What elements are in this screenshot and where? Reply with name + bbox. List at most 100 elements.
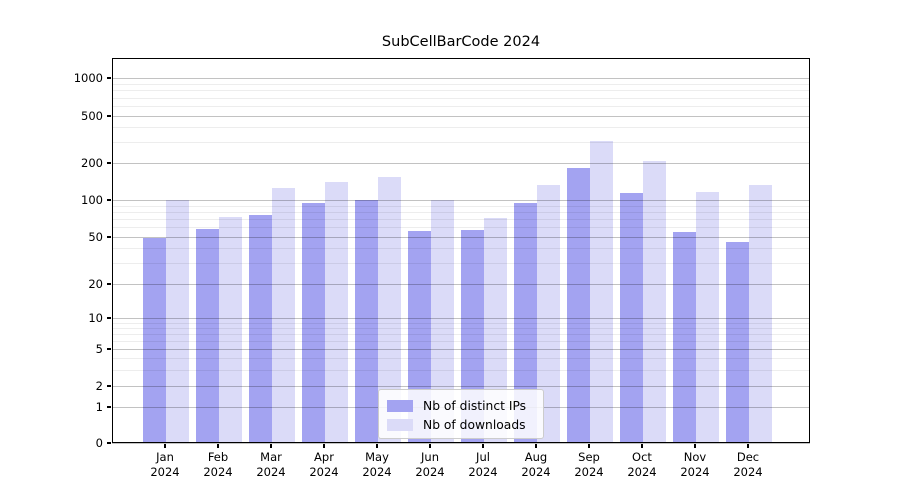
- minor-gridline: [112, 219, 810, 220]
- major-gridline: [112, 163, 810, 164]
- x-tick-month: Aug: [524, 450, 548, 464]
- x-tick-month: Nov: [683, 450, 707, 464]
- x-axis-tick-label: Apr 2024: [292, 450, 356, 480]
- x-tick-mark: [694, 444, 696, 448]
- x-tick-mark: [217, 444, 219, 448]
- major-gridline: [112, 318, 810, 319]
- x-tick-mark: [535, 444, 537, 448]
- minor-gridline: [112, 211, 810, 213]
- x-tick-month: Jul: [476, 450, 490, 464]
- x-tick-month: Oct: [632, 450, 652, 464]
- y-tick-mark: [107, 385, 111, 387]
- x-tick-year: 2024: [733, 465, 763, 479]
- y-tick-mark: [107, 236, 111, 238]
- bar-downloads: [696, 192, 719, 443]
- x-axis-tick-label: Dec 2024: [716, 450, 780, 480]
- major-gridline: [112, 237, 810, 238]
- bar-distinct-ips: [567, 168, 590, 443]
- y-tick-mark: [107, 77, 111, 79]
- minor-gridline: [112, 83, 810, 85]
- y-axis-tick-label: 5: [95, 342, 103, 356]
- minor-gridline: [112, 358, 810, 359]
- bar-distinct-ips: [726, 242, 749, 443]
- x-tick-month: Mar: [260, 450, 282, 464]
- x-axis-tick-label: Jan 2024: [133, 450, 197, 480]
- x-tick-year: 2024: [521, 465, 551, 479]
- chart-title: SubCellBarCode 2024: [381, 34, 541, 50]
- minor-gridline: [112, 227, 810, 229]
- x-tick-mark: [323, 444, 325, 448]
- bar-downloads: [537, 184, 560, 443]
- x-tick-mark: [747, 444, 749, 448]
- minor-gridline: [112, 248, 810, 250]
- bar-distinct-ips: [249, 215, 272, 443]
- minor-gridline: [112, 142, 810, 144]
- legend-swatch-distinct-ips: [387, 399, 413, 412]
- bar-downloads: [272, 188, 295, 443]
- bar-downloads: [431, 200, 454, 443]
- x-tick-year: 2024: [309, 465, 339, 479]
- y-axis-tick-label: 2: [95, 379, 103, 393]
- bar-downloads: [325, 182, 348, 443]
- y-axis-tick-label: 20: [88, 277, 103, 291]
- major-gridline: [112, 200, 810, 201]
- minor-gridline: [112, 106, 810, 107]
- bar-distinct-ips: [620, 193, 643, 443]
- x-tick-mark: [482, 444, 484, 448]
- y-axis-tick-label: 10: [88, 311, 103, 325]
- x-axis-tick-label: Mar 2024: [239, 450, 303, 480]
- x-tick-year: 2024: [680, 465, 710, 479]
- y-axis-tick-label: 1000: [73, 71, 103, 85]
- bar-distinct-ips: [143, 238, 166, 443]
- minor-gridline: [112, 97, 810, 99]
- plot-area: [112, 58, 810, 444]
- bar-downloads: [378, 176, 401, 443]
- major-gridline: [112, 78, 810, 79]
- x-tick-year: 2024: [574, 465, 604, 479]
- x-tick-year: 2024: [415, 465, 445, 479]
- y-tick-mark: [107, 317, 111, 319]
- minor-gridline: [112, 333, 810, 335]
- x-axis-tick-label: Sep 2024: [557, 450, 621, 480]
- bar-distinct-ips: [196, 229, 219, 443]
- legend-item-downloads: Nb of downloads: [379, 415, 543, 434]
- bar-downloads: [643, 160, 666, 443]
- minor-gridline: [112, 263, 810, 265]
- x-tick-month: Apr: [314, 450, 334, 464]
- x-tick-month: Dec: [736, 450, 760, 464]
- x-tick-mark: [429, 444, 431, 448]
- bar-distinct-ips: [673, 231, 696, 443]
- x-tick-year: 2024: [627, 465, 657, 479]
- minor-gridline: [112, 127, 810, 129]
- y-tick-mark: [107, 162, 111, 164]
- x-tick-month: May: [365, 450, 389, 464]
- major-gridline: [112, 443, 810, 444]
- minor-gridline: [112, 205, 810, 207]
- x-axis-tick-label: Jun 2024: [398, 450, 462, 480]
- major-gridline: [112, 349, 810, 350]
- y-axis-tick-label: 50: [88, 230, 103, 244]
- x-tick-mark: [164, 444, 166, 448]
- minor-gridline: [112, 328, 810, 329]
- x-tick-year: 2024: [256, 465, 286, 479]
- x-axis-tick-label: Oct 2024: [610, 450, 674, 480]
- x-tick-year: 2024: [468, 465, 498, 479]
- y-tick-mark: [107, 115, 111, 117]
- y-axis-tick-label: 0: [95, 436, 103, 450]
- major-gridline: [112, 116, 810, 117]
- x-tick-mark: [270, 444, 272, 448]
- x-tick-mark: [376, 444, 378, 448]
- minor-gridline: [112, 369, 810, 371]
- minor-gridline: [112, 322, 810, 324]
- x-axis-tick-label: Nov 2024: [663, 450, 727, 480]
- bar-downloads: [484, 217, 507, 443]
- bar-downloads: [749, 184, 772, 443]
- bar-distinct-ips: [355, 200, 378, 443]
- legend-label-downloads: Nb of downloads: [423, 417, 526, 432]
- x-tick-month: Feb: [207, 450, 229, 464]
- y-tick-mark: [107, 442, 111, 444]
- y-tick-mark: [107, 348, 111, 350]
- x-tick-month: Jun: [421, 450, 439, 464]
- bar-downloads: [590, 140, 613, 443]
